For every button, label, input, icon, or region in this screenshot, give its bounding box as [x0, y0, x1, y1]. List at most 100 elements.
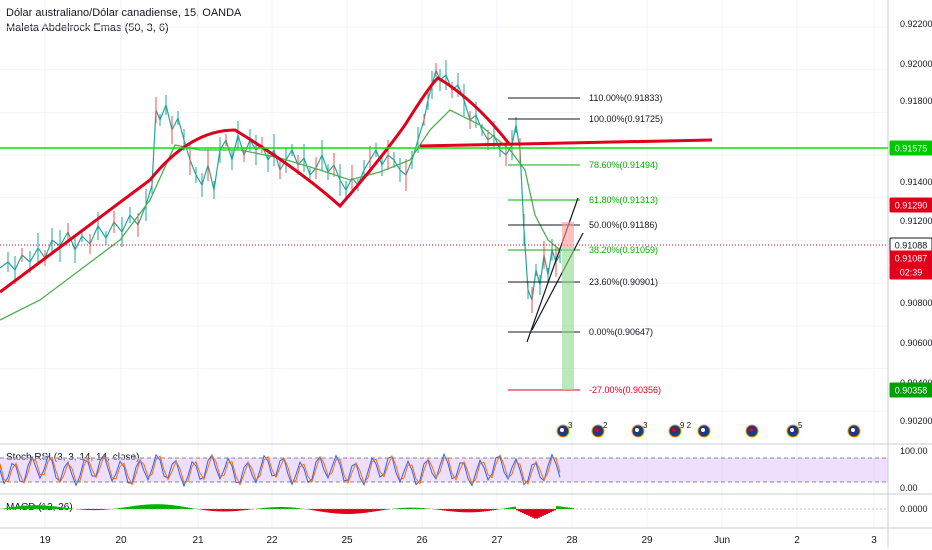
- macd-bar: [568, 507, 570, 509]
- macd-bar: [106, 509, 108, 510]
- macd-bar: [210, 509, 212, 511]
- macd-bar: [340, 509, 342, 514]
- macd-bar: [564, 507, 566, 509]
- macd-bar: [552, 509, 554, 512]
- macd-bar: [128, 506, 130, 509]
- macd-bar: [242, 509, 244, 511]
- macd-bar: [150, 504, 152, 509]
- macd-bar: [226, 509, 228, 512]
- macd-bar: [32, 505, 34, 509]
- macd-bar: [176, 505, 178, 509]
- cad-flag-icon: [591, 424, 605, 438]
- macd-bar: [348, 509, 350, 514]
- price-tag-label: 0.91088: [895, 241, 928, 251]
- macd-bar: [282, 507, 284, 509]
- macd-bar: [162, 504, 164, 509]
- macd-bar: [214, 509, 216, 512]
- macd-bar: [570, 507, 572, 509]
- macd-bar: [246, 509, 248, 510]
- macd-bar: [330, 509, 332, 513]
- grid-lines: [0, 0, 888, 528]
- macd-bar: [506, 507, 508, 509]
- macd-bar: [216, 509, 218, 512]
- macd-bar: [368, 509, 370, 513]
- wedge-lower: [531, 232, 584, 331]
- macd-bar: [6, 507, 8, 509]
- macd-bar: [172, 505, 174, 509]
- macd-bar: [556, 506, 558, 509]
- macd-bar: [476, 509, 478, 513]
- macd-bar: [204, 509, 206, 511]
- macd-bar: [344, 509, 346, 514]
- indicator-label[interactable]: Maleta Abdelrock Emas (50, 3, 6): [6, 22, 169, 34]
- macd-bar: [170, 504, 172, 509]
- macd-bar: [538, 509, 540, 518]
- macd-bar: [566, 507, 568, 509]
- macd-bar: [68, 508, 70, 509]
- macd-bar: [218, 509, 220, 512]
- macd-bar: [248, 509, 250, 510]
- macd-bar: [286, 507, 288, 509]
- flag-mark: [701, 428, 705, 432]
- fib-label: 23.60%(0.90901): [589, 277, 658, 287]
- macd-tick: 0.0000: [900, 504, 928, 514]
- macd-bar: [444, 509, 446, 511]
- macd-bar: [244, 509, 246, 511]
- macd-bar: [266, 507, 268, 509]
- time-label: 20: [115, 535, 127, 546]
- aud-flag-icon: [847, 424, 861, 438]
- macd-bar: [360, 509, 362, 514]
- macd-bar: [448, 509, 450, 512]
- macd-bar: [238, 509, 240, 511]
- macd-bar: [384, 509, 386, 510]
- time-label: 22: [266, 535, 278, 546]
- macd-bar: [280, 506, 282, 509]
- macd-bar: [366, 509, 368, 513]
- macd-bar: [362, 509, 364, 514]
- trendline-red: [0, 76, 512, 294]
- macd-bar: [86, 509, 88, 510]
- macd-bar: [44, 505, 46, 509]
- macd-bar: [350, 509, 352, 514]
- macd-bar: [166, 504, 168, 509]
- macd-bar: [400, 508, 402, 509]
- flag-mark: [749, 428, 753, 432]
- macd-bar: [486, 509, 488, 512]
- macd-bar: [484, 509, 486, 512]
- macd-bar: [154, 504, 156, 509]
- macd-bar: [540, 509, 542, 517]
- macd-bar: [164, 504, 166, 509]
- macd-bar: [18, 506, 20, 509]
- macd-bar: [178, 506, 180, 509]
- macd-bar: [412, 507, 414, 509]
- macd-bar: [130, 506, 132, 509]
- macd-bar: [168, 504, 170, 509]
- fib-label: 100.00%(0.91725): [589, 114, 663, 124]
- fib-label: 78.60%(0.91494): [589, 160, 658, 170]
- fib-label: 110.00%(0.91833): [589, 93, 662, 103]
- macd-bar: [136, 505, 138, 509]
- fib-label: 0.00%(0.90647): [589, 327, 653, 337]
- macd-bar: [188, 507, 190, 509]
- fib-label: 38.20%(0.91059): [589, 245, 658, 255]
- flag-mark: [672, 428, 676, 432]
- macd-bar: [228, 509, 230, 512]
- macd-bar: [482, 509, 484, 512]
- macd-bar: [14, 506, 16, 509]
- macd-bar: [138, 505, 140, 509]
- macd-bar: [514, 506, 516, 509]
- price-tag-label: 0.91087: [895, 254, 928, 264]
- macd-bar: [258, 508, 260, 509]
- price-tick: 0.91200: [900, 216, 932, 226]
- macd-bar: [572, 508, 574, 509]
- stoch-tick: 100.00: [900, 446, 928, 456]
- macd-bar: [496, 509, 498, 510]
- price-tag-bg: [889, 382, 932, 398]
- macd-bar: [458, 509, 460, 513]
- macd-bar: [308, 509, 310, 510]
- macd-bar: [232, 509, 234, 512]
- price-tag-bg: [889, 140, 932, 156]
- price-tag: 0.90358: [889, 382, 932, 398]
- macd-bar: [102, 509, 104, 510]
